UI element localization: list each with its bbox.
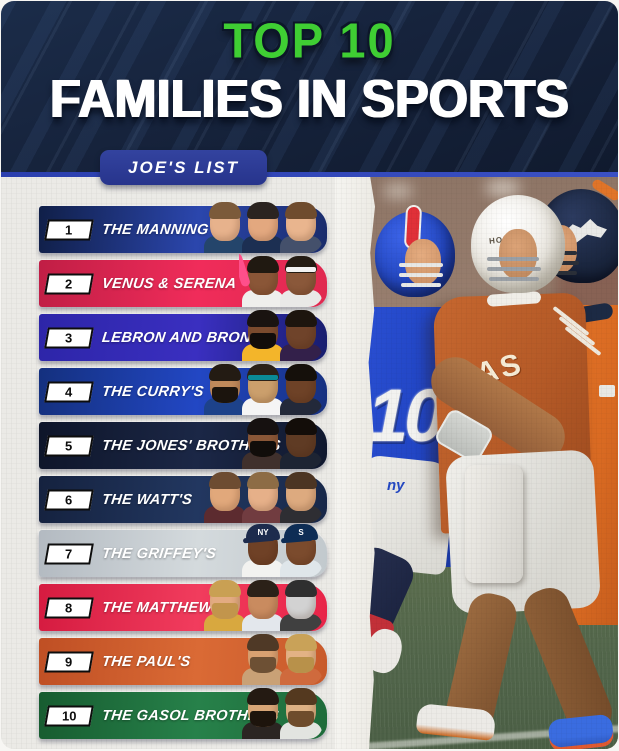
face-photos	[201, 356, 323, 415]
peyton-chest-patch	[599, 385, 615, 397]
face-photo	[241, 573, 285, 631]
face-photo	[279, 411, 323, 469]
rank-number: 5	[65, 438, 73, 453]
face-photos: NY S	[239, 518, 323, 577]
list-item: 1 THE MANNING'S	[39, 202, 327, 253]
joes-list-badge: JOE'S LIST	[100, 150, 267, 185]
rank-badge: 4	[44, 381, 94, 402]
face-photos	[201, 572, 323, 631]
page-title: FAMILIES IN SPORTS	[49, 68, 569, 129]
face-photo	[241, 465, 285, 523]
rank-badge: 1	[44, 219, 94, 240]
eli-face	[405, 239, 441, 285]
arch-towel	[465, 465, 523, 583]
face-photo	[279, 357, 323, 415]
face-photo	[241, 357, 285, 415]
face-photo	[241, 681, 285, 739]
list-item: 9 THE PAUL'S	[39, 634, 327, 685]
crowd-blur	[485, 179, 521, 197]
face-photo	[279, 573, 323, 631]
family-name: THE CURRY'S	[101, 383, 205, 400]
rank-badge: 6	[44, 489, 94, 510]
rank-number: 10	[61, 708, 77, 723]
face-photo	[279, 249, 323, 307]
family-name: THE WATT'S	[101, 491, 194, 508]
rank-number: 8	[65, 600, 73, 615]
face-photo: S	[279, 519, 323, 577]
face-photo	[241, 195, 285, 253]
rank-number: 9	[65, 654, 73, 669]
rank-number: 4	[65, 384, 73, 399]
face-photos	[201, 464, 323, 523]
face-photo	[239, 249, 285, 307]
face-photo	[203, 357, 247, 415]
rank-badge: 7	[44, 543, 94, 564]
list-item: 10 THE GASOL BROTHERS	[39, 688, 327, 739]
rank-badge: 8	[44, 597, 94, 618]
rank-number: 1	[65, 222, 73, 237]
rank-number: 7	[65, 546, 73, 561]
header-banner: TOP 10 FAMILIES IN SPORTS	[1, 1, 618, 172]
arch-face	[499, 229, 537, 279]
family-name: THE GRIFFEY'S	[101, 545, 218, 562]
list-item: 5 THE JONES' BROTHERS	[39, 418, 327, 469]
rank-number: 6	[65, 492, 73, 507]
rank-badge: 5	[44, 435, 94, 456]
face-photo	[279, 195, 323, 253]
title-top-10: TOP 10	[223, 12, 396, 69]
giants-pants-logo: ny	[387, 477, 405, 494]
face-photos	[239, 248, 323, 307]
family-name: VENUS & SERENA	[101, 275, 238, 292]
face-photos	[239, 410, 323, 469]
face-photos	[239, 680, 323, 739]
face-photo	[203, 573, 247, 631]
rank-badge: 10	[44, 705, 94, 726]
rank-number: 2	[65, 276, 73, 291]
rank-number: 3	[65, 330, 73, 345]
family-name: THE PAUL'S	[101, 653, 192, 670]
face-photo	[279, 465, 323, 523]
ranking-list: 1 THE MANNING'S 2 VENUS & SERENA 3 LEBRO…	[39, 202, 327, 746]
face-photo	[241, 411, 285, 469]
header-underline	[1, 172, 618, 177]
face-photos	[201, 194, 323, 253]
crowd-blur	[383, 183, 413, 199]
face-photos	[239, 302, 323, 361]
list-item: 4 THE CURRY'S	[39, 364, 327, 415]
face-photo	[279, 627, 323, 685]
list-item: 6 THE WATT'S	[39, 472, 327, 523]
face-photo	[203, 465, 247, 523]
torn-paper-edge	[335, 172, 375, 749]
rank-badge: 3	[44, 327, 94, 348]
eli-jersey-number: 10	[367, 374, 445, 457]
face-photo	[241, 627, 285, 685]
list-item: 2 VENUS & SERENA	[39, 252, 327, 307]
face-photo	[241, 303, 285, 361]
list-item: 8 THE MATTHEWS'	[39, 580, 327, 631]
manning-football-photo: 10 ny TEXAS	[353, 177, 618, 749]
rank-badge: 9	[44, 651, 94, 672]
face-photo	[279, 303, 323, 361]
face-photo	[203, 195, 247, 253]
face-photo	[279, 681, 323, 739]
face-photos	[239, 626, 323, 685]
list-item: 3 LEBRON AND BRONNY	[39, 310, 327, 361]
rank-badge: 2	[44, 273, 94, 294]
face-photo: NY	[241, 519, 285, 577]
blue-cleat	[547, 713, 615, 749]
list-item: 7 THE GRIFFEY'S NY S	[39, 524, 327, 577]
